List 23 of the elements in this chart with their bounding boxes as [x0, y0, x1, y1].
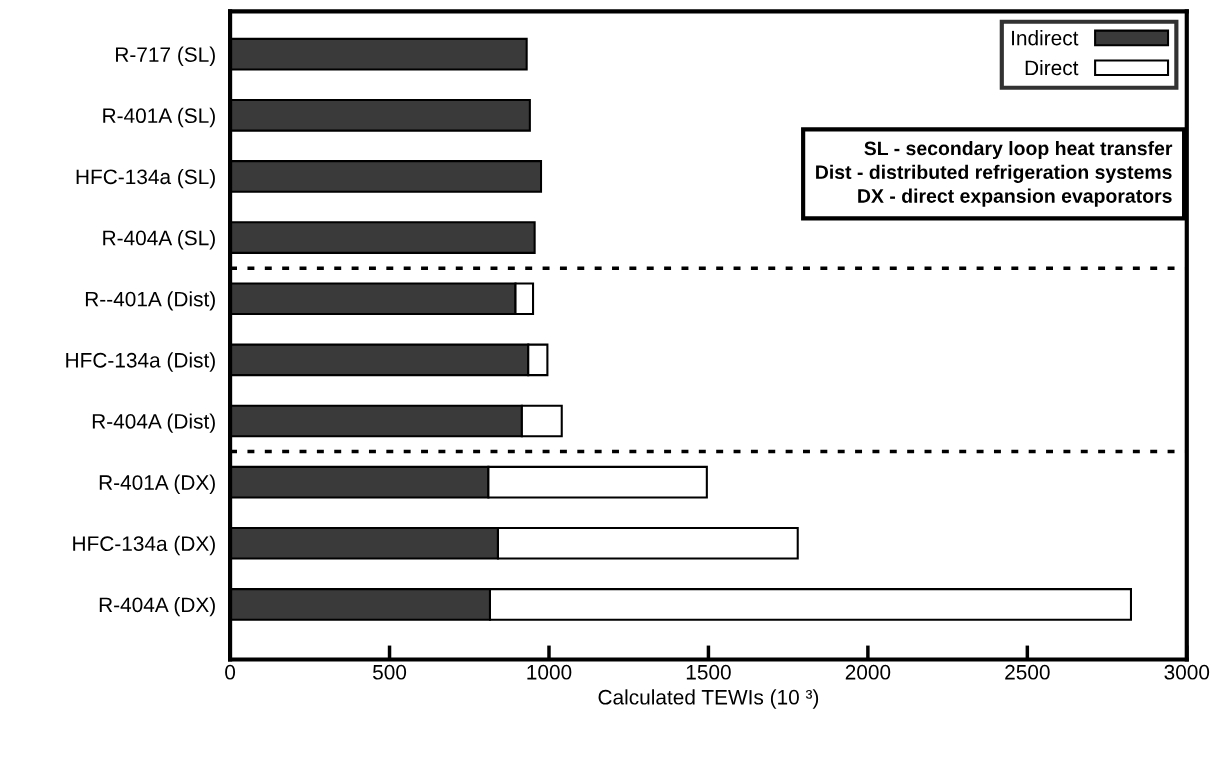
y-tick-label: HFC-134a (Dist) — [66, 352, 215, 372]
y-tick-label: R-401A (DX) — [99, 474, 215, 495]
y-tick-label: R--401A (Dist) — [85, 291, 215, 311]
annotation: DX - direct expansion evaporators — [858, 188, 1172, 207]
x-axis-title: Calculated TEWIs (10 ³) — [598, 689, 819, 709]
y-tick-label: R-717 (SL) — [116, 46, 215, 67]
x-tick-label: 0 — [225, 664, 236, 680]
x-tick-label: 1000 — [527, 664, 572, 680]
y-tick-label: R-404A (SL) — [103, 230, 215, 250]
annotation: Dist - distributed refrigeration systems — [816, 164, 1172, 183]
y-tick-label: R-401A (SL) — [103, 107, 215, 128]
x-tick-label: 1500 — [686, 664, 731, 680]
y-tick-label: HFC-134a (DX) — [73, 535, 215, 556]
annotation: SL - secondary loop heat transfer — [864, 140, 1173, 160]
x-tick-label: 500 — [372, 664, 407, 680]
x-tick-label: 3000 — [1164, 664, 1210, 680]
legend-label: Indirect — [1012, 30, 1079, 46]
y-tick-label: HFC-134a (SL) — [76, 168, 215, 189]
legend-label: Direct — [1025, 59, 1079, 76]
y-tick-label: R-404A (Dist) — [92, 413, 215, 433]
x-tick-label: 2000 — [845, 664, 891, 680]
y-tick-label: R-404A (DX) — [99, 596, 215, 617]
x-tick-label: 2500 — [1005, 664, 1050, 680]
